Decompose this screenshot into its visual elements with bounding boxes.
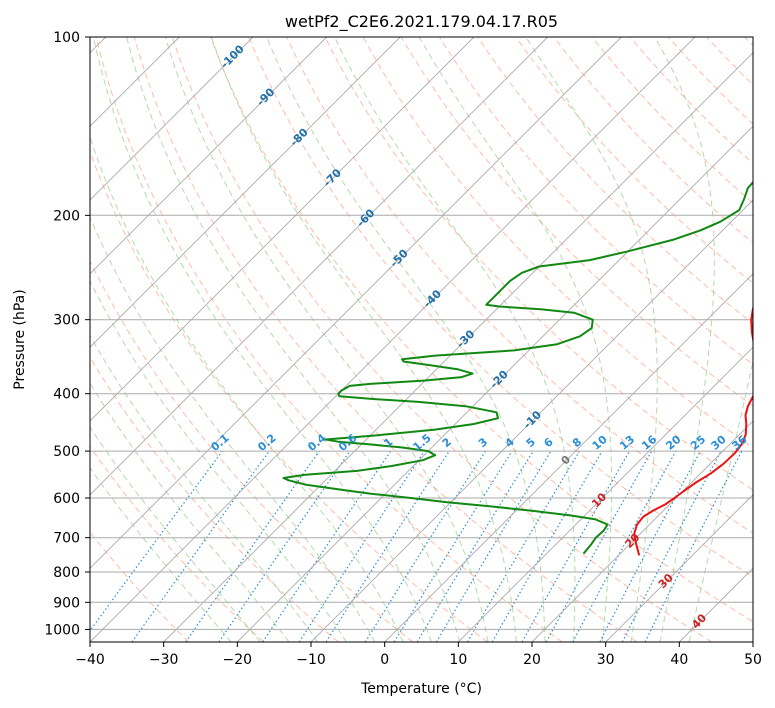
moist-adiabat (90, 334, 319, 642)
dry-adiabat (515, 37, 753, 284)
y-tick-label: 100 (53, 30, 80, 46)
isotherm-line (236, 125, 753, 642)
dry-adiabat (286, 37, 753, 534)
isotherm-line (90, 37, 475, 422)
moist-adiabat (210, 37, 517, 642)
isotherm-line (90, 37, 328, 275)
x-tick-label: −20 (223, 652, 253, 668)
y-axis-title: Pressure (hPa) (12, 289, 28, 389)
x-tick-label: −10 (296, 652, 326, 668)
moist-adiabat (334, 37, 576, 642)
moist-adiabat (525, 37, 658, 642)
isotherm-line (457, 346, 753, 642)
isotherm-line (90, 37, 401, 348)
moist-adiabat (92, 37, 432, 642)
mixing-ratio-line (644, 450, 743, 642)
moist-adiabat (418, 37, 613, 642)
y-tick-label: 400 (53, 387, 80, 403)
y-tick-label: 700 (53, 531, 80, 547)
isotherm-line (531, 420, 753, 642)
isotherm-line (163, 52, 753, 642)
mixing-ratio-line (325, 450, 450, 642)
isotherm-line (90, 37, 622, 569)
dry-adiabat (248, 37, 753, 578)
isotherm-line (90, 37, 254, 201)
y-tick-label: 800 (53, 565, 80, 581)
dry-adiabat (171, 37, 712, 642)
dry-adiabat (210, 37, 753, 623)
y-tick-label: 300 (53, 313, 80, 329)
mixing-ratio-line (298, 450, 425, 642)
dry-adiabat (90, 445, 264, 642)
x-tick-label: 30 (597, 652, 615, 668)
x-tick-label: 50 (744, 652, 762, 668)
dry-adiabat (90, 356, 339, 642)
mixing-ratio-line (218, 450, 351, 642)
moist-adiabat (90, 215, 376, 642)
x-tick-label: 10 (449, 652, 467, 668)
dry-adiabat (90, 259, 414, 642)
isotherm-line (310, 199, 753, 642)
moist-adiabat (90, 467, 232, 642)
y-tick-label: 1000 (44, 622, 80, 638)
moist-adiabat (90, 135, 404, 642)
moist-adiabat (688, 358, 753, 642)
profiles (282, 180, 753, 556)
mixing-ratio-line (545, 450, 653, 642)
dry-adiabat (324, 37, 753, 491)
moist-adiabat (266, 37, 546, 642)
moist-adiabat (126, 37, 461, 642)
x-tick-label: −40 (75, 652, 105, 668)
mixing-ratio-line (572, 450, 677, 642)
mixing-ratio-line (416, 450, 534, 642)
dry-adiabat (95, 37, 563, 642)
background-lines (90, 37, 753, 642)
temperature-line (633, 304, 753, 556)
mixing-ratio-line (131, 450, 270, 642)
chart-title: wetPf2_C2E6.2021.179.04.17.R05 (285, 12, 558, 32)
isotherm-line (90, 37, 696, 642)
y-tick-label: 600 (53, 491, 80, 507)
moist-adiabat (654, 37, 715, 642)
x-tick-label: −30 (149, 652, 179, 668)
mixing-ratio-line (90, 450, 223, 632)
mixing-ratio-line (393, 450, 513, 642)
isotherm-line (384, 273, 753, 642)
moist-adiabat (164, 37, 489, 642)
y-tick-label: 200 (53, 208, 80, 224)
mixing-ratio-line (521, 450, 631, 642)
y-tick-label: 900 (53, 595, 80, 611)
moist-adiabat (90, 426, 261, 642)
isotherm-line (90, 37, 549, 496)
mixing-ratio-line (185, 450, 320, 642)
isotherm-line (605, 494, 753, 642)
x-tick-label: 40 (670, 652, 688, 668)
y-tick-label: 500 (53, 444, 80, 460)
dewpoint-line (282, 180, 753, 555)
x-axis-title: Temperature (°C) (360, 681, 482, 697)
moist-adiabat (90, 382, 290, 642)
axes: −40 −30 −20 −10 0 10 20 30 40 50 1000 900 800 700 600 5… (44, 30, 762, 668)
plot-frame (89, 36, 754, 643)
x-tick-label: 0 (380, 652, 389, 668)
x-tick-label: 20 (523, 652, 541, 668)
mixing-ratio-line (262, 450, 392, 642)
